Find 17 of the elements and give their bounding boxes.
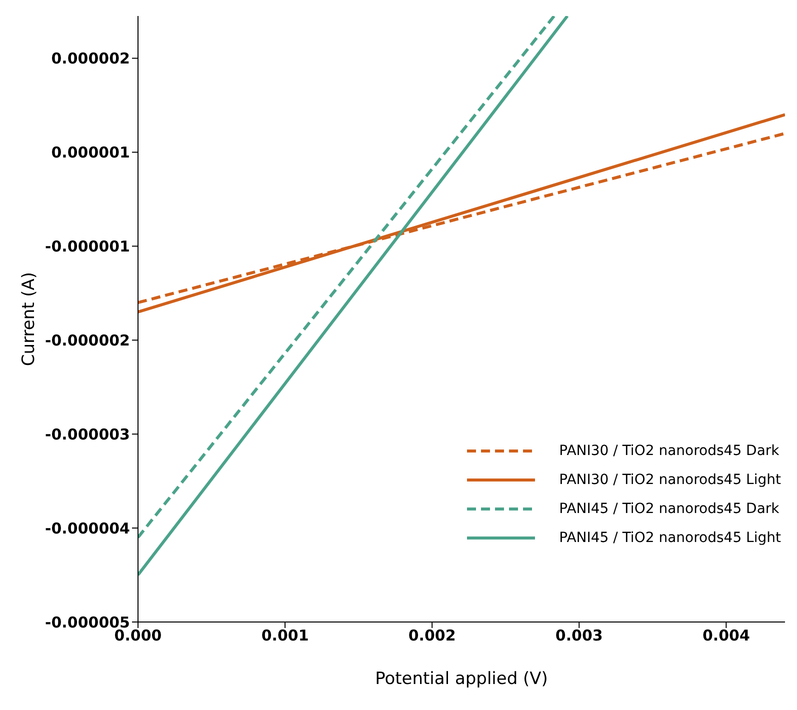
- y-tick-label: 0.000002: [51, 50, 130, 68]
- x-tick-label: 0.002: [408, 626, 456, 645]
- legend-label: PANI30 / TiO2 nanorods45 Light: [559, 472, 781, 488]
- x-tick-label: 0.000: [114, 626, 162, 645]
- y-tick-label: -0.000003: [45, 425, 130, 444]
- y-tick-label: -0.000002: [45, 331, 130, 350]
- x-tick-label: 0.004: [702, 626, 750, 645]
- y-tick-label: 0.000001: [51, 144, 130, 162]
- legend-label: PANI45 / TiO2 nanorods45 Dark: [559, 500, 780, 516]
- legend-label: PANI45 / TiO2 nanorods45 Light: [559, 530, 781, 546]
- legend-label: PANI30 / TiO2 nanorods45 Dark: [559, 442, 780, 458]
- y-tick-label: -0.000004: [45, 519, 130, 538]
- x-tick-label: 0.003: [555, 626, 603, 645]
- y-axis-title: Current (A): [19, 272, 40, 366]
- x-axis-title: Potential applied (V): [375, 669, 548, 690]
- y-tick-label: -0.000001: [45, 238, 130, 256]
- x-tick-label: 0.001: [261, 626, 309, 645]
